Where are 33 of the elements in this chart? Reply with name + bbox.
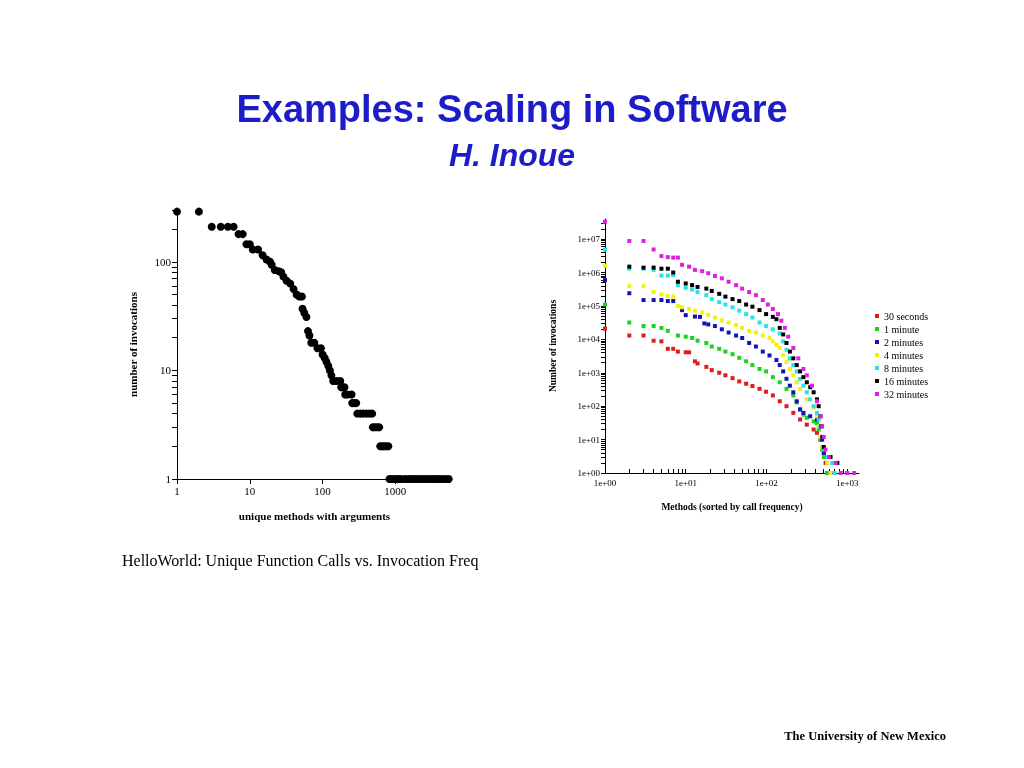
text: HelloWorld: Unique Function Calls vs. Invocation Freq [122, 552, 480, 570]
legend-label: 4 minutes [884, 349, 924, 361]
y-tick-label: 1e+03 [577, 367, 601, 378]
chart-subtitle: H. Inoue [447, 136, 577, 174]
y-tick-label: 1e+01 [577, 434, 600, 445]
x-tick-label: 1e+03 [835, 477, 859, 488]
y-tick-label: 1e+06 [577, 267, 601, 278]
y-axis-title: Number of invocations [548, 299, 558, 393]
legend-label: 1 minute [884, 323, 920, 335]
y-tick-label: 1e+07 [577, 234, 601, 245]
legend-label: 30 seconds [884, 310, 929, 322]
x-tick-label: 1e+02 [755, 477, 778, 488]
x-tick-label: 1 [174, 484, 180, 497]
legend-label: 8 minutes [884, 362, 924, 374]
y-tick-label: 1e+05 [577, 300, 601, 311]
x-axis-title: Methods (sorted by call frequency) [661, 502, 803, 513]
y-tick-label: 1e+04 [577, 334, 601, 345]
y-axis-title: number of invocations [126, 291, 139, 397]
y-tick-label: 1e+02 [577, 401, 600, 412]
x-tick-label: 1000 [384, 484, 407, 497]
legend-label: 32 minutes [884, 388, 929, 400]
x-axis-title: unique methods with arguments [238, 509, 391, 522]
y-tick-label: 1e+00 [577, 468, 601, 478]
y-tick-label: 100 [154, 255, 172, 268]
text: The University of New Mexico [783, 729, 946, 744]
x-tick-label: 100 [314, 484, 332, 497]
chart-title: Examples: Scaling in Software [235, 87, 789, 131]
legend-label: 2 minutes [884, 336, 924, 348]
x-tick-label: 1e+01 [674, 477, 698, 488]
y-tick-label: 10 [160, 364, 172, 377]
legend-label: 16 minutes [884, 375, 929, 387]
x-tick-label: 1e+00 [593, 477, 617, 488]
x-tick-label: 10 [244, 484, 256, 497]
